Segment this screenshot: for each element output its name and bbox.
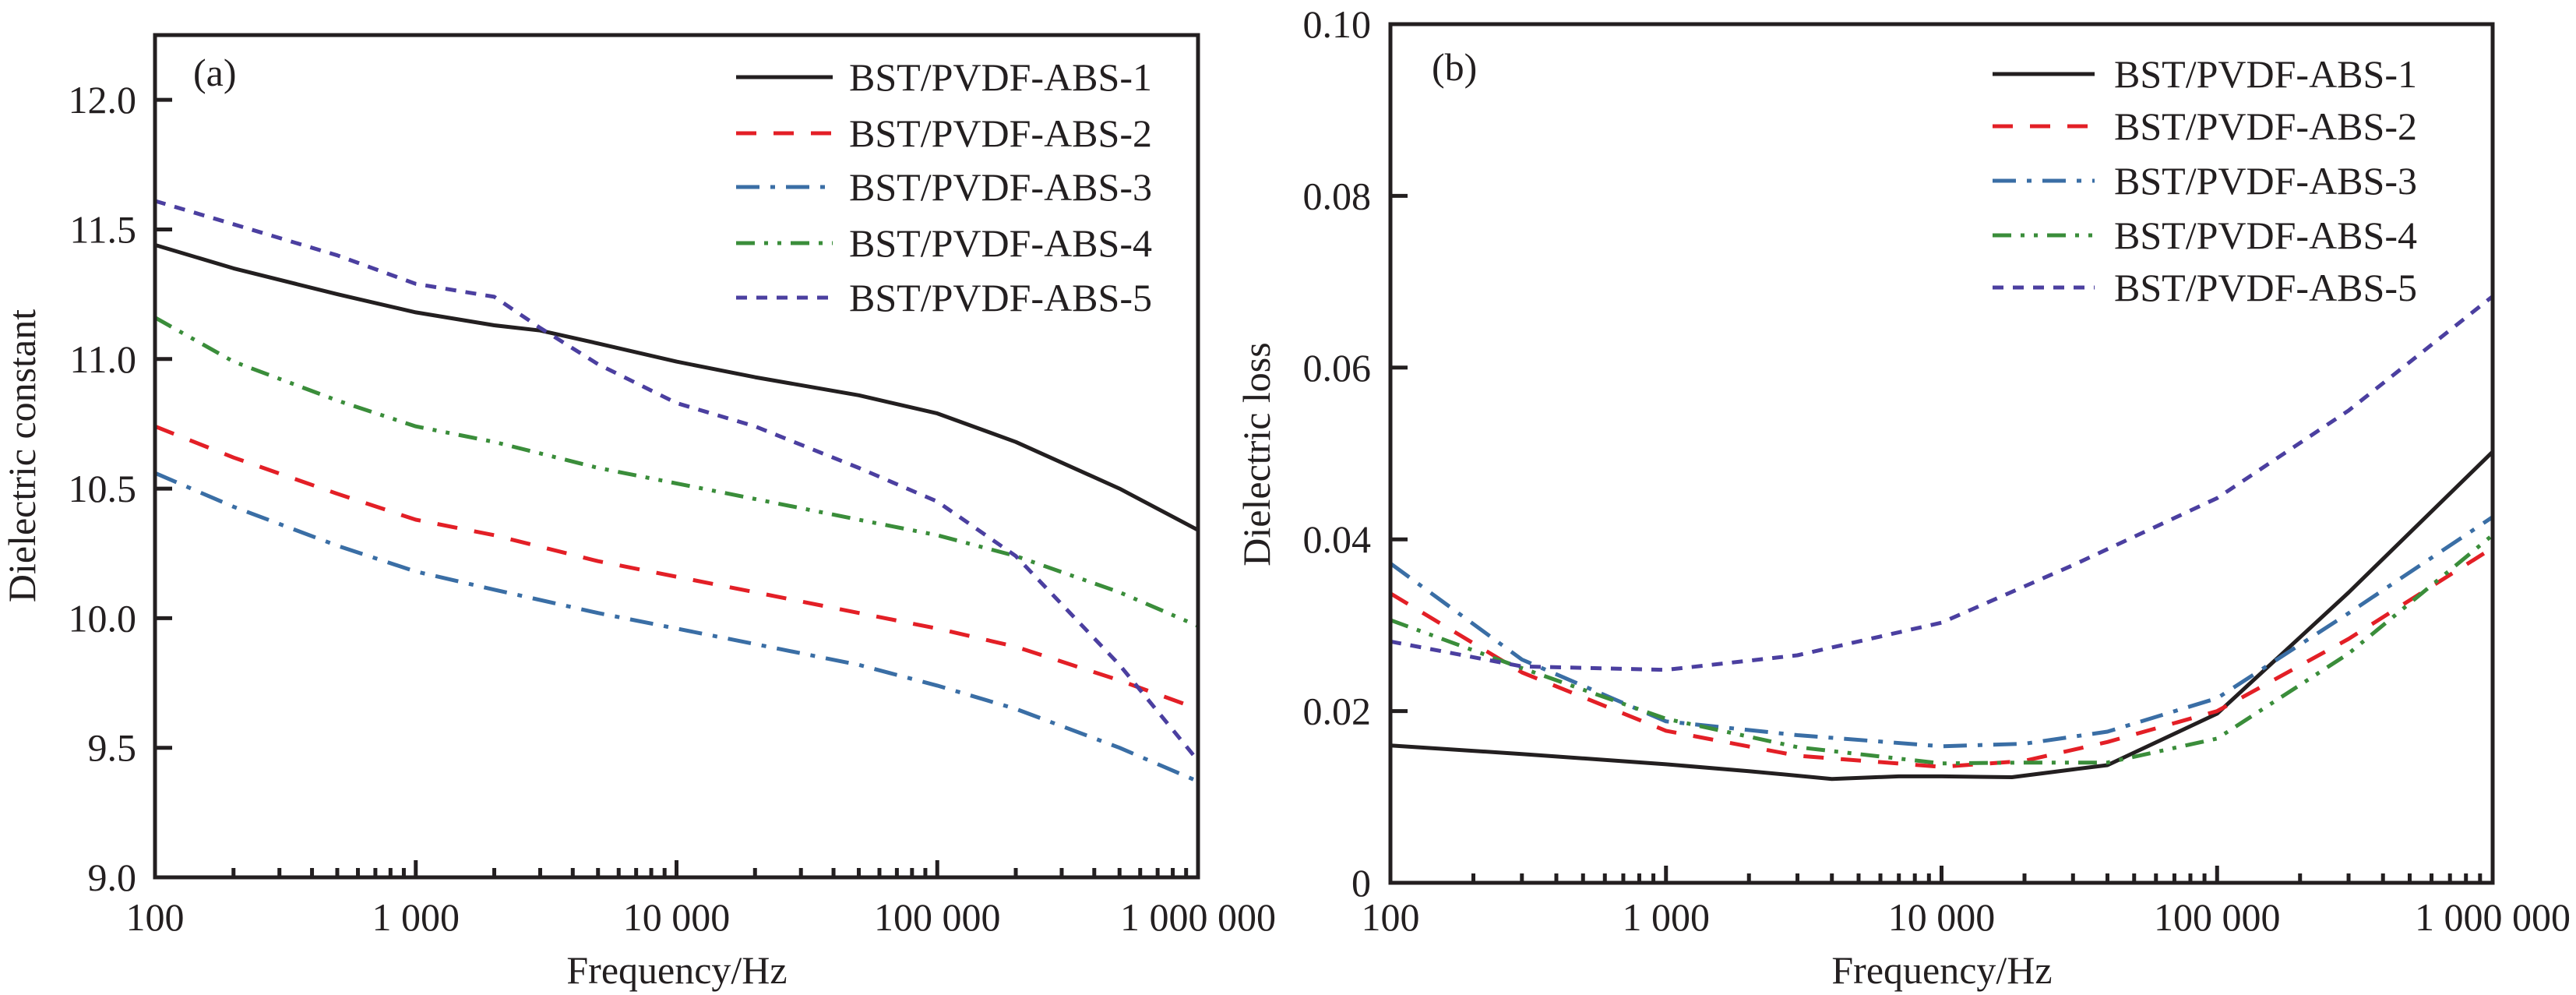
legend-label: BST/PVDF-ABS-1 [849, 55, 1152, 99]
series-line-1 [154, 243, 1200, 532]
y-tick-label: 0.02 [1303, 690, 1372, 733]
series-line-3 [154, 471, 1199, 784]
legend-label: BST/PVDF-ABS-3 [2114, 159, 2417, 203]
y-tick-label: 0.06 [1303, 346, 1372, 390]
legend-label: BST/PVDF-ABS-3 [849, 165, 1152, 209]
panel-label: (a) [193, 51, 237, 94]
series-line-3 [1389, 515, 2494, 749]
x-tick-label: 100 000 [2154, 895, 2281, 939]
legend-label: BST/PVDF-ABS-4 [849, 221, 1152, 265]
legend-label: BST/PVDF-ABS-2 [849, 111, 1152, 155]
ticks-layer: 100 1 000 10 000 100 000 1 000 000 9.0 9.5 10.0… [69, 78, 1277, 939]
y-tick-label: 0.10 [1303, 2, 1372, 46]
x-tick-label: 1 000 [372, 895, 460, 939]
series-line-2 [1389, 546, 2494, 769]
legend-label: BST/PVDF-ABS-1 [2114, 52, 2417, 96]
legend-label: BST/PVDF-ABS-5 [849, 276, 1152, 319]
legend-item: BST/PVDF-ABS-1 [1993, 52, 2417, 96]
y-tick-label: 0.08 [1303, 174, 1372, 217]
legend-label: BST/PVDF-ABS-4 [2114, 213, 2417, 257]
y-tick-label: 11.0 [69, 337, 136, 381]
x-axis-title: Frequency/Hz [566, 948, 787, 992]
y-tick-label: 10.5 [69, 467, 137, 510]
x-tick-label: 10 000 [623, 895, 731, 939]
y-tick-label: 0 [1351, 861, 1371, 905]
legend: BST/PVDF-ABS-1 BST/PVDF-ABS-2 BST/PVDF-ABS… [736, 55, 1152, 319]
y-tick-label: 10.0 [69, 596, 137, 640]
panel-b-dielectric-loss: 100 1 000 10 000 100 000 1 000 000 0 0.02 0.04 0… [1235, 2, 2571, 992]
series-line-4 [1390, 533, 2494, 766]
legend-item: BST/PVDF-ABS-5 [736, 276, 1152, 319]
y-tick-label: 11.5 [69, 207, 136, 251]
legend: BST/PVDF-ABS-1 BST/PVDF-ABS-2 BST/PVDF-ABS… [1993, 52, 2417, 309]
y-tick-label: 9.0 [88, 856, 137, 899]
series-layer [153, 199, 1200, 784]
panel-a-dielectric-constant: 100 1 000 10 000 100 000 1 000 000 9.0 9.5 10.0… [0, 33, 1277, 992]
legend-item: BST/PVDF-ABS-2 [736, 111, 1152, 155]
legend-item: BST/PVDF-ABS-3 [736, 165, 1152, 209]
legend-item: BST/PVDF-ABS-2 [1993, 104, 2417, 148]
legend-item: BST/PVDF-ABS-4 [736, 221, 1152, 265]
x-axis-title: Frequency/Hz [1831, 948, 2052, 992]
panel-label: (b) [1432, 45, 1477, 89]
x-tick-label: 100 [1362, 895, 1420, 939]
series-line-4 [153, 316, 1199, 628]
y-axis-title: Dielectric loss [1235, 342, 1278, 566]
plot-frame [153, 33, 1200, 880]
series-layer [1389, 295, 2494, 782]
x-tick-label: 1 000 [1623, 895, 1711, 939]
legend-item: BST/PVDF-ABS-1 [736, 55, 1152, 99]
legend-label: BST/PVDF-ABS-5 [2114, 266, 2417, 309]
ticks-layer: 100 1 000 10 000 100 000 1 000 000 0 0.02 0.04 0… [1303, 2, 2571, 939]
x-tick-label: 1 000 000 [2415, 895, 2571, 939]
x-tick-label: 100 000 [874, 895, 1001, 939]
series-line-2 [154, 424, 1199, 711]
legend-item: BST/PVDF-ABS-4 [1993, 213, 2417, 257]
series-line-1 [1390, 450, 2494, 782]
x-tick-label: 1 000 000 [1120, 895, 1276, 939]
legend-item: BST/PVDF-ABS-3 [1993, 159, 2417, 203]
series-line-5 [154, 199, 1200, 762]
y-tick-label: 12.0 [69, 78, 137, 122]
legend-item: BST/PVDF-ABS-5 [1993, 266, 2417, 309]
y-tick-label: 9.5 [88, 726, 137, 770]
y-axis-title: Dielectric constant [0, 309, 44, 602]
legend-label: BST/PVDF-ABS-2 [2114, 104, 2417, 148]
plot-frame [1388, 22, 2495, 885]
x-tick-label: 100 [126, 895, 185, 939]
y-tick-label: 0.04 [1303, 517, 1372, 561]
x-tick-label: 10 000 [1888, 895, 1996, 939]
